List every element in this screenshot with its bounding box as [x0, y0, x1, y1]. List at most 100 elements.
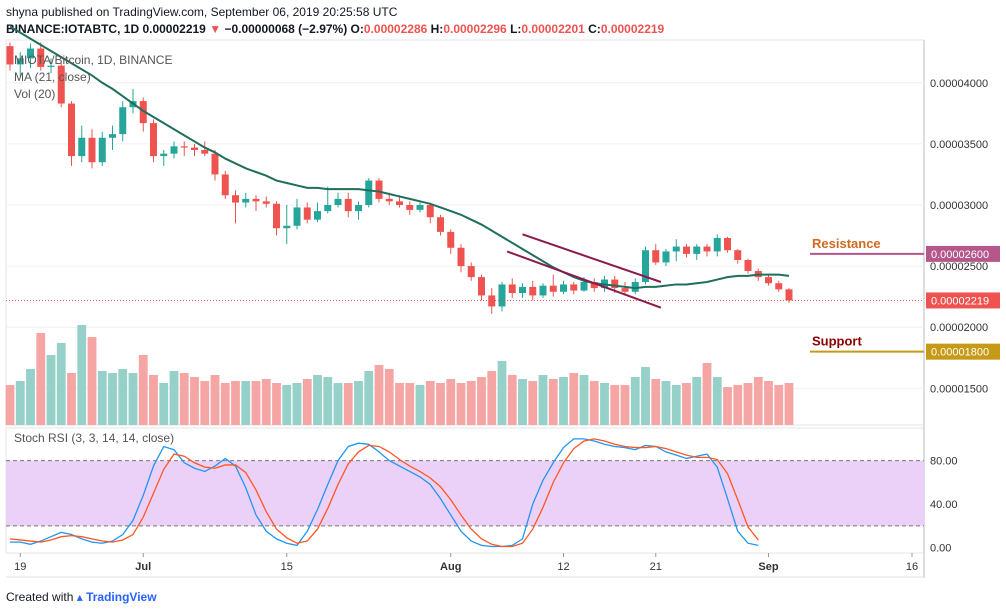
level-annotation: Support — [812, 334, 862, 349]
volume-bar — [641, 367, 650, 425]
x-tick-label: 16 — [906, 561, 918, 573]
candle-body — [88, 137, 96, 163]
volume-bar — [702, 363, 712, 425]
candle-body — [406, 205, 414, 210]
candle-body — [365, 180, 373, 205]
open-value: 0.00002286 — [363, 22, 428, 36]
candle-body — [580, 282, 588, 291]
x-tick-label: Aug — [440, 561, 461, 573]
volume-bar — [518, 379, 527, 425]
volume-bar — [682, 383, 691, 425]
volume-bar — [743, 383, 753, 425]
candle-body — [109, 134, 116, 138]
tradingview-logo-icon[interactable]: ▴ — [76, 590, 83, 604]
vol-legend: Vol (20) — [14, 87, 56, 101]
ma21-line — [9, 25, 790, 290]
candle-body — [549, 285, 557, 292]
x-tick-label: 12 — [557, 561, 569, 573]
volume-bar — [538, 375, 548, 425]
candle-body — [180, 146, 188, 148]
candle-body — [139, 101, 147, 124]
tradingview-brand[interactable]: TradingView — [86, 590, 157, 604]
attribution-text: shyna published on TradingView.com, Sept… — [6, 5, 398, 19]
volume-bar — [169, 371, 179, 425]
volume-bar — [67, 373, 76, 425]
channel-line — [506, 250, 662, 309]
volume-bar — [272, 383, 281, 425]
high-value: 0.00002296 — [443, 22, 507, 36]
volume-bar — [610, 385, 620, 425]
stoch-series-line — [10, 438, 759, 548]
volume-bar — [210, 375, 220, 425]
high-label: H: — [430, 22, 444, 36]
stoch-tick-label: 80.00 — [930, 456, 958, 468]
candle-body — [785, 289, 793, 301]
stoch-tick-label: 40.00 — [930, 499, 958, 511]
candle-body — [344, 198, 352, 212]
candle-body — [221, 174, 229, 196]
attribution-line: shyna published on TradingView.com, Sept… — [6, 5, 397, 19]
candle-body — [703, 246, 711, 252]
candle-body — [467, 266, 475, 278]
candle-body — [560, 284, 567, 292]
volume-bar — [425, 381, 435, 425]
candle-body — [37, 48, 45, 67]
candle-body — [262, 201, 270, 204]
volume-bar — [292, 383, 302, 425]
candle-body — [170, 146, 178, 154]
volume-bar — [128, 373, 138, 425]
volume-bar — [56, 343, 66, 425]
candle-body — [713, 238, 721, 252]
volume-bar — [354, 381, 363, 425]
level-price-label: 0.00001800 — [931, 347, 989, 359]
change-arrow-icon: ▼ — [209, 22, 222, 36]
candle-body — [385, 198, 393, 202]
x-tick-label: 21 — [650, 561, 662, 573]
level-badge — [926, 343, 1000, 360]
candle-body — [314, 211, 321, 220]
volume-bar — [548, 379, 558, 425]
candle-body — [724, 238, 731, 251]
stoch-band — [6, 460, 924, 526]
candle-body — [47, 65, 55, 67]
volume-bar — [251, 381, 261, 425]
change-text: −0.00000068 (−2.97%) — [224, 22, 348, 36]
volume-bar — [774, 385, 784, 425]
price-tick-label: 0.00002000 — [930, 322, 988, 334]
volume-bar — [651, 379, 661, 425]
candle-body — [478, 277, 485, 296]
volume-bar — [477, 377, 486, 425]
volume-bar — [466, 381, 476, 425]
volume-bar — [620, 385, 630, 425]
candle-body — [334, 198, 342, 205]
low-label: L: — [510, 22, 522, 36]
candle-body — [16, 58, 24, 65]
candle-body — [211, 153, 219, 175]
last-price: 0.00002219 — [142, 22, 206, 36]
volume-bar — [231, 381, 240, 425]
volume-bar — [118, 369, 128, 425]
volume-bar — [77, 325, 87, 425]
volume-bar — [15, 381, 25, 425]
candle-body — [355, 205, 362, 212]
candle-body — [734, 250, 742, 260]
volume-bar — [220, 383, 230, 425]
volume-bar — [200, 381, 210, 425]
price-tick-label: 0.00003500 — [930, 139, 988, 151]
volume-bar — [784, 383, 794, 425]
candle-body — [437, 217, 444, 232]
candle-body — [150, 123, 157, 157]
volume-bar — [313, 375, 322, 425]
volume-bar — [261, 379, 271, 425]
candle-body — [6, 46, 14, 65]
volume-bar — [282, 385, 292, 425]
volume-bar — [323, 377, 333, 425]
volume-bar — [569, 373, 579, 425]
candle-body — [570, 284, 578, 291]
candle-body — [447, 231, 455, 248]
candle-body — [293, 207, 301, 226]
ma-legend: MA (21, close) — [14, 70, 91, 84]
candle-body — [232, 195, 239, 203]
candle-body — [775, 283, 783, 290]
